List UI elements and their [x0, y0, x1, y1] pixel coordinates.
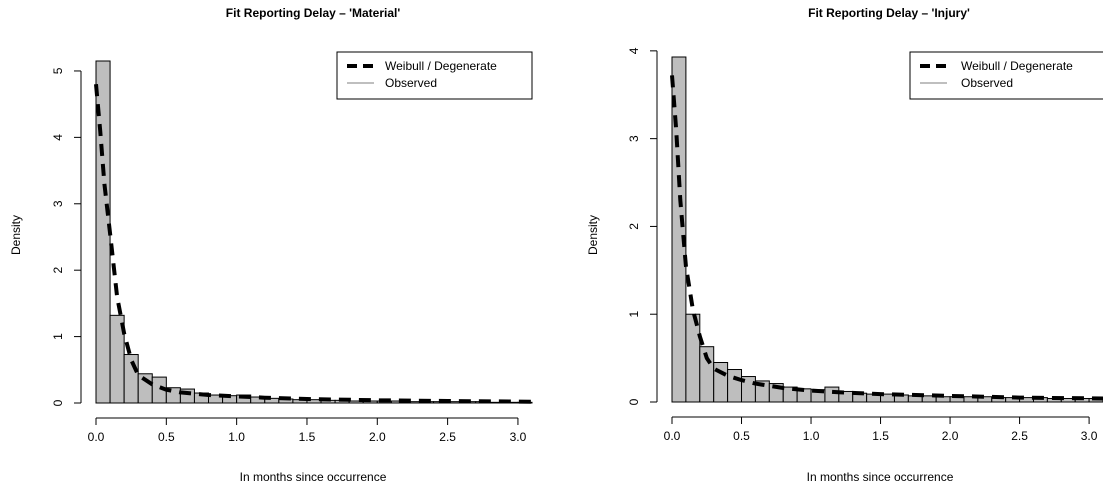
- x-tick-label: 2.5: [439, 430, 456, 444]
- y-axis: 0 1 2 3 4: [627, 47, 658, 405]
- legend-label-fit: Weibull / Degenerate: [385, 59, 497, 73]
- y-tick-label: 3: [51, 200, 65, 207]
- x-tick-label: 3.0: [1081, 429, 1098, 443]
- histogram-bar: [671, 56, 687, 403]
- x-tick-label: 0.0: [88, 430, 105, 444]
- legend: Weibull / Degenerate Observed: [909, 51, 1103, 100]
- histogram-bars: [671, 56, 1103, 403]
- x-tick-label: 1.0: [803, 429, 820, 443]
- x-axis: 0.0 0.5 1.0 1.5 2.0 2.5 3.0: [664, 416, 1098, 443]
- histogram-bar: [824, 386, 840, 403]
- x-tick-label: 2.0: [369, 430, 386, 444]
- x-axis-label: In months since occurrence: [240, 470, 387, 484]
- histogram-bar: [685, 313, 701, 403]
- y-tick-label: 4: [627, 47, 641, 54]
- x-tick-label: 1.5: [872, 429, 889, 443]
- x-tick-label: 0.5: [158, 430, 175, 444]
- x-tick-label: 0.0: [664, 429, 681, 443]
- y-tick-label: 2: [627, 223, 641, 230]
- chart-title: Fit Reporting Delay – 'Injury': [808, 6, 970, 20]
- x-tick-label: 1.0: [228, 430, 245, 444]
- y-tick-label: 0: [51, 399, 65, 406]
- y-tick-label: 1: [627, 311, 641, 318]
- y-tick-label: 5: [51, 67, 65, 74]
- y-tick-label: 1: [51, 333, 65, 340]
- x-tick-label: 1.5: [299, 430, 316, 444]
- fit-curve-group: [670, 75, 1103, 401]
- legend-box: [909, 51, 1103, 100]
- chart-injury: Fit Reporting Delay – 'Injury' In months…: [586, 6, 1103, 484]
- legend-box: [336, 51, 533, 100]
- y-axis-label: Density: [586, 215, 600, 255]
- histogram-bar: [727, 369, 743, 403]
- legend-label-observed: Observed: [385, 76, 437, 90]
- y-tick-label: 4: [51, 134, 65, 141]
- x-tick-label: 0.5: [733, 429, 750, 443]
- weibull-fit-curve: [94, 84, 533, 404]
- y-tick-label: 2: [51, 267, 65, 274]
- legend: Weibull / Degenerate Observed: [336, 51, 533, 100]
- chart-title: Fit Reporting Delay – 'Material': [226, 6, 401, 20]
- x-tick-label: 3.0: [510, 430, 527, 444]
- x-tick-label: 2.0: [942, 429, 959, 443]
- y-axis-label: Density: [9, 215, 23, 255]
- fit-curve-group: [94, 84, 533, 404]
- x-tick-label: 2.5: [1011, 429, 1028, 443]
- y-tick-label: 0: [627, 398, 641, 405]
- legend-label-observed: Observed: [961, 76, 1013, 90]
- legend-label-fit: Weibull / Degenerate: [961, 59, 1073, 73]
- histogram-bars: [95, 60, 533, 404]
- weibull-fit-curve: [670, 75, 1103, 401]
- x-axis-label: In months since occurrence: [807, 470, 954, 484]
- y-tick-label: 3: [627, 135, 641, 142]
- x-axis: 0.0 0.5 1.0 1.5 2.0 2.5 3.0: [88, 417, 527, 444]
- y-axis: 0 1 2 3 4 5: [51, 67, 82, 406]
- chart-material: Fit Reporting Delay – 'Material' In mont…: [9, 6, 533, 484]
